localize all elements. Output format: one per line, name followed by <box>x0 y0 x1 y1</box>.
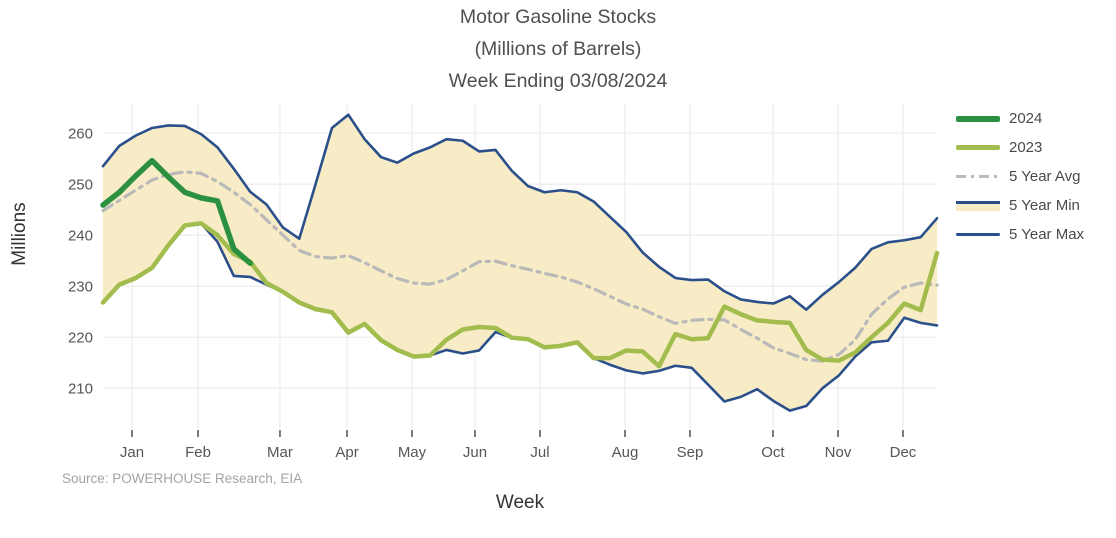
y-axis-title: Millions <box>9 202 30 266</box>
chart-title-line3: Week Ending 03/08/2024 <box>448 70 668 92</box>
x-tick-label: Jun <box>463 444 487 461</box>
x-tick-label: Jul <box>530 444 549 461</box>
x-tick-label: Apr <box>335 444 358 461</box>
x-tick-label: Sep <box>677 444 704 461</box>
legend: 2024 2023 5 Year Avg 5 Year Min 5 Year M… <box>956 104 1084 249</box>
legend-item-5yr-avg[interactable]: 5 Year Avg <box>956 162 1084 191</box>
y-tick-label: 240 <box>68 228 93 245</box>
x-tick-label: Mar <box>267 444 293 461</box>
x-tick-label: Aug <box>612 444 639 461</box>
legend-swatch-2024 <box>956 115 1000 122</box>
x-tick-label: Dec <box>890 444 917 461</box>
chart-title-line2: (Millions of Barrels) <box>474 38 642 60</box>
legend-label-2024: 2024 <box>1009 110 1043 127</box>
legend-label-5yr-avg: 5 Year Avg <box>1009 168 1081 185</box>
series-2024-line <box>100 157 253 266</box>
source-note: Source: POWERHOUSE Research, EIA <box>62 471 303 486</box>
series-5yr-max-line <box>101 113 939 311</box>
legend-swatch-5yr-min <box>956 200 1000 211</box>
legend-item-5yr-min[interactable]: 5 Year Min <box>956 191 1084 220</box>
y-tick-label: 220 <box>68 330 93 347</box>
x-tick-label: Jan <box>120 444 144 461</box>
legend-item-5yr-max[interactable]: 5 Year Max <box>956 220 1084 249</box>
x-tick-label: Feb <box>185 444 211 461</box>
y-tick-label: 250 <box>68 177 93 194</box>
legend-label-5yr-min: 5 Year Min <box>1009 197 1080 214</box>
x-tick-label: May <box>398 444 427 461</box>
series-5yr-avg-line <box>101 170 939 363</box>
five-year-band <box>103 114 937 411</box>
legend-label-2023: 2023 <box>1009 139 1043 156</box>
x-tick-label: Oct <box>761 444 785 461</box>
y-tick-label: 230 <box>68 279 93 296</box>
x-tick-label: Nov <box>825 444 852 461</box>
legend-label-5yr-max: 5 Year Max <box>1009 226 1085 243</box>
legend-item-2023[interactable]: 2023 <box>956 133 1084 162</box>
chart-title-line1: Motor Gasoline Stocks <box>459 6 657 28</box>
legend-swatch-5yr-avg <box>956 175 1000 178</box>
legend-swatch-5yr-max <box>956 233 1000 236</box>
y-tick-label: 210 <box>68 381 93 398</box>
x-axis-title: Week <box>495 492 545 513</box>
legend-swatch-2023 <box>956 145 1000 150</box>
y-tick-label: 260 <box>68 126 93 143</box>
chart-title: Motor Gasoline Stocks (Millions of Barre… <box>0 1 1116 97</box>
legend-item-2024[interactable]: 2024 <box>956 104 1084 133</box>
